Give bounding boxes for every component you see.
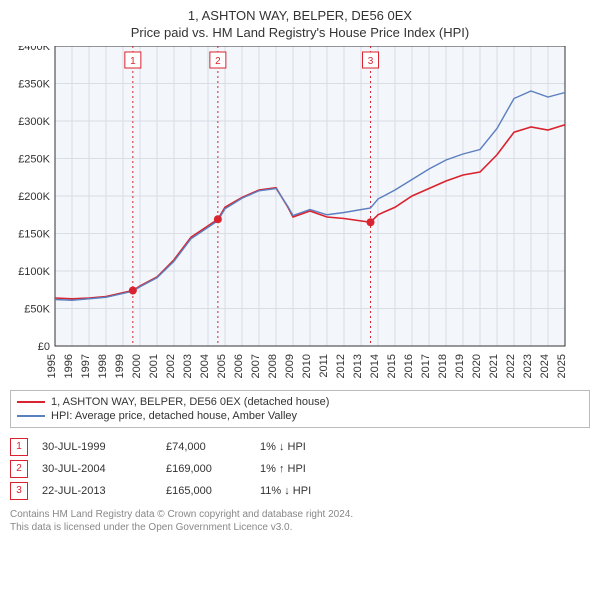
marker-delta: 1% ↑ HPI <box>260 463 306 475</box>
svg-text:2010: 2010 <box>301 354 313 378</box>
attribution-line: This data is licensed under the Open Gov… <box>10 521 590 535</box>
legend-swatch <box>17 401 45 403</box>
svg-text:1995: 1995 <box>46 354 58 378</box>
legend-item: HPI: Average price, detached house, Ambe… <box>17 409 583 423</box>
marker-badge: 1 <box>10 438 28 456</box>
svg-text:2018: 2018 <box>437 354 449 378</box>
svg-text:£50K: £50K <box>24 303 50 315</box>
svg-text:£300K: £300K <box>18 116 50 128</box>
legend-swatch <box>17 415 45 417</box>
svg-text:2007: 2007 <box>250 354 262 378</box>
svg-text:2024: 2024 <box>539 354 551 378</box>
svg-text:£150K: £150K <box>18 228 50 240</box>
marker-badge: 2 <box>10 460 28 478</box>
svg-text:1999: 1999 <box>114 354 126 378</box>
marker-badge: 3 <box>10 482 28 500</box>
marker-price: £74,000 <box>166 441 246 453</box>
svg-text:2009: 2009 <box>284 354 296 378</box>
marker-row: 3 22-JUL-2013 £165,000 11% ↓ HPI <box>10 480 590 502</box>
svg-text:2021: 2021 <box>488 354 500 378</box>
svg-text:£0: £0 <box>38 341 50 353</box>
svg-text:2015: 2015 <box>386 354 398 378</box>
svg-text:2013: 2013 <box>352 354 364 378</box>
marker-date: 30-JUL-1999 <box>42 441 152 453</box>
marker-row: 2 30-JUL-2004 £169,000 1% ↑ HPI <box>10 458 590 480</box>
price-chart: £0 £50K £100K £150K £200K £250K £300K £350K £400… <box>10 46 590 384</box>
chart-title-line1: 1, ASHTON WAY, BELPER, DE56 0EX <box>10 8 590 25</box>
legend-label: 1, ASHTON WAY, BELPER, DE56 0EX (detache… <box>51 396 329 408</box>
marker-row: 1 30-JUL-1999 £74,000 1% ↓ HPI <box>10 436 590 458</box>
svg-text:2012: 2012 <box>335 354 347 378</box>
svg-text:2005: 2005 <box>216 354 228 378</box>
svg-text:2: 2 <box>215 56 221 67</box>
legend-item: 1, ASHTON WAY, BELPER, DE56 0EX (detache… <box>17 395 583 409</box>
svg-text:2006: 2006 <box>233 354 245 378</box>
marker-date: 22-JUL-2013 <box>42 485 152 497</box>
marker-price: £165,000 <box>166 485 246 497</box>
svg-text:2019: 2019 <box>454 354 466 378</box>
svg-text:2008: 2008 <box>267 354 279 378</box>
svg-text:1997: 1997 <box>80 354 92 378</box>
attribution: Contains HM Land Registry data © Crown c… <box>10 508 590 535</box>
svg-text:2025: 2025 <box>556 354 568 378</box>
svg-text:2014: 2014 <box>369 354 381 378</box>
svg-text:2022: 2022 <box>505 354 517 378</box>
legend-label: HPI: Average price, detached house, Ambe… <box>51 410 297 422</box>
marker-date: 30-JUL-2004 <box>42 463 152 475</box>
svg-text:£350K: £350K <box>18 78 50 90</box>
svg-text:2001: 2001 <box>148 354 160 378</box>
svg-text:£250K: £250K <box>18 153 50 165</box>
svg-text:2004: 2004 <box>199 354 211 378</box>
legend: 1, ASHTON WAY, BELPER, DE56 0EX (detache… <box>10 390 590 428</box>
svg-text:1998: 1998 <box>97 354 109 378</box>
svg-text:2020: 2020 <box>471 354 483 378</box>
svg-text:2017: 2017 <box>420 354 432 378</box>
svg-text:£400K: £400K <box>18 46 50 53</box>
svg-text:2000: 2000 <box>131 354 143 378</box>
svg-text:1996: 1996 <box>63 354 75 378</box>
svg-text:2011: 2011 <box>318 354 330 378</box>
svg-text:1: 1 <box>130 56 136 67</box>
chart-title-line2: Price paid vs. HM Land Registry's House … <box>10 25 590 40</box>
svg-text:£100K: £100K <box>18 266 50 278</box>
marker-delta: 11% ↓ HPI <box>260 485 311 497</box>
svg-text:3: 3 <box>368 56 374 67</box>
svg-text:£200K: £200K <box>18 191 50 203</box>
marker-delta: 1% ↓ HPI <box>260 441 306 453</box>
marker-table: 1 30-JUL-1999 £74,000 1% ↓ HPI 2 30-JUL-… <box>10 436 590 502</box>
svg-text:2023: 2023 <box>522 354 534 378</box>
svg-text:2003: 2003 <box>182 354 194 378</box>
attribution-line: Contains HM Land Registry data © Crown c… <box>10 508 590 522</box>
svg-text:2002: 2002 <box>165 354 177 378</box>
marker-price: £169,000 <box>166 463 246 475</box>
svg-text:2016: 2016 <box>403 354 415 378</box>
